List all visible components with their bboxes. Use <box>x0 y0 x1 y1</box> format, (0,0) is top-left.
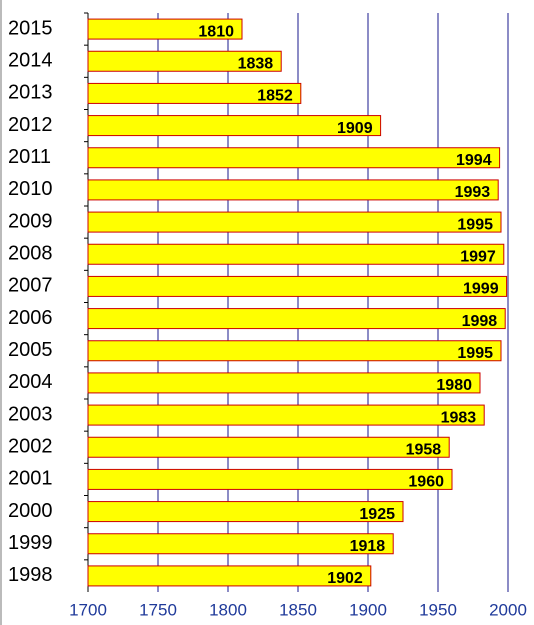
bar <box>87 18 243 40</box>
x-tick-label: 1750 <box>139 600 177 619</box>
value-label: 1852 <box>257 88 293 105</box>
value-label: 1994 <box>456 152 492 169</box>
y-tick-label: 2012 <box>8 114 53 136</box>
value-label: 1980 <box>436 377 472 394</box>
y-tick-label: 2000 <box>8 500 53 522</box>
bar <box>87 211 502 233</box>
value-label: 1983 <box>441 409 477 426</box>
value-label: 1995 <box>457 345 493 362</box>
bar <box>87 82 302 104</box>
value-label: 1958 <box>406 441 442 458</box>
value-label: 1810 <box>198 23 234 40</box>
bar <box>87 372 481 394</box>
value-label: 1999 <box>463 281 499 298</box>
value-label: 1909 <box>337 120 373 137</box>
x-tick-label: 1900 <box>349 600 387 619</box>
y-tick-label: 2010 <box>8 178 53 200</box>
bar <box>87 436 450 458</box>
y-tick-label: 2009 <box>8 210 53 232</box>
y-tick-label: 2001 <box>8 468 53 490</box>
value-label: 1993 <box>455 184 491 201</box>
value-label: 1995 <box>457 216 493 233</box>
bar <box>87 147 501 169</box>
bar <box>87 50 282 72</box>
bar <box>87 565 372 587</box>
y-tick-label: 2003 <box>8 403 53 425</box>
x-tick-label: 2000 <box>489 600 527 619</box>
y-tick-label: 1998 <box>8 564 53 586</box>
y-tick-label: 2006 <box>8 307 53 329</box>
bar <box>87 340 502 362</box>
y-tick-label: 2013 <box>8 82 53 104</box>
y-tick-label: 2011 <box>8 146 51 168</box>
value-label: 1918 <box>350 538 386 555</box>
bar <box>87 501 404 523</box>
value-label: 1838 <box>238 55 274 72</box>
bar <box>87 533 394 555</box>
value-label: 1998 <box>462 313 498 330</box>
value-label: 1925 <box>359 506 395 523</box>
x-tick-label: 1700 <box>69 600 107 619</box>
y-tick-label: 2002 <box>8 436 53 458</box>
y-tick-label: 2014 <box>8 50 53 72</box>
bar <box>87 275 508 297</box>
bar <box>87 308 506 330</box>
y-tick-label: 2007 <box>8 275 53 297</box>
bar <box>87 179 499 201</box>
bar <box>87 115 382 137</box>
bar <box>87 468 453 490</box>
bar <box>87 404 485 426</box>
x-tick-label: 1950 <box>419 600 457 619</box>
bar <box>87 243 505 265</box>
y-tick-label: 2008 <box>8 243 53 265</box>
value-label: 1960 <box>408 474 444 491</box>
value-label: 1902 <box>327 570 363 587</box>
x-tick-label: 1800 <box>209 600 247 619</box>
x-tick-label: 1850 <box>279 600 317 619</box>
y-tick-label: 2015 <box>8 17 53 39</box>
value-label: 1997 <box>460 248 496 265</box>
y-tick-label: 2005 <box>8 339 53 361</box>
y-tick-label: 1999 <box>8 532 53 554</box>
y-tick-label: 2004 <box>8 371 53 393</box>
